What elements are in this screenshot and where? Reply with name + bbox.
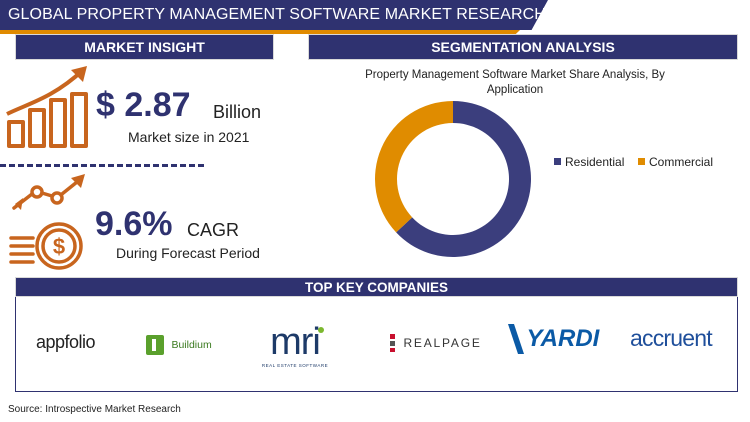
market-insight-heading: MARKET INSIGHT xyxy=(15,34,274,60)
insight-divider xyxy=(0,164,204,167)
buildium-mark-icon xyxy=(146,335,164,355)
top-companies-heading: TOP KEY COMPANIES xyxy=(15,277,738,297)
companies-panel xyxy=(15,297,738,392)
logo-buildium-text: Buildium xyxy=(171,339,212,351)
legend-label-residential: Residential xyxy=(565,155,625,169)
page-title: GLOBAL PROPERTY MANAGEMENT SOFTWARE MARK… xyxy=(8,6,618,23)
yardi-mark-icon xyxy=(508,324,524,354)
segmentation-heading: SEGMENTATION ANALYSIS xyxy=(308,34,738,60)
logo-appfolio-text: appfolio xyxy=(36,332,96,352)
cagr-value: 9.6% xyxy=(95,205,173,243)
cagr-unit: CAGR xyxy=(187,220,240,240)
legend-swatch-commercial xyxy=(638,158,645,165)
donut-slice-commercial xyxy=(375,101,453,233)
market-size-unit: Billion xyxy=(213,102,262,122)
source-note: Source: Introspective Market Research xyxy=(8,404,181,415)
market-size-caption: Market size in 2021 xyxy=(128,129,250,145)
chart-title-line-1: Property Management Software Market Shar… xyxy=(365,69,665,81)
logo-appfolio: appfolio xyxy=(36,332,96,353)
donut-chart xyxy=(375,101,531,257)
svg-text:$: $ xyxy=(53,234,65,259)
legend-item-commercial: Commercial xyxy=(638,155,713,169)
logo-mri: mri REAL ESTATE SOFTWARE xyxy=(257,323,333,368)
logo-realpage-text: REALPAGE xyxy=(403,336,482,350)
logo-accruent: accruent xyxy=(630,325,713,352)
legend-item-residential: Residential xyxy=(554,155,624,169)
header-bar xyxy=(0,0,548,30)
chart-title-line-2: Application xyxy=(486,84,544,96)
logo-buildium: Buildium xyxy=(146,335,212,355)
logo-yardi-text: YARDI xyxy=(526,325,600,352)
logo-yardi: YARDI xyxy=(508,324,599,354)
legend-label-commercial: Commercial xyxy=(649,155,714,169)
header-accent-line xyxy=(0,30,520,34)
realpage-mark-icon xyxy=(390,334,397,352)
coins-growth-icon: $ xyxy=(9,174,85,270)
chart-title: Property Management Software Market Shar… xyxy=(340,68,690,98)
legend-swatch-residential xyxy=(554,158,561,165)
logo-accruent-text: accruent xyxy=(630,325,713,351)
bar-chart-growth-icon xyxy=(6,66,88,148)
mri-accent-icon xyxy=(318,327,324,333)
cagr-caption: During Forecast Period xyxy=(116,245,260,261)
logo-mri-text: mri xyxy=(270,321,321,363)
logo-mri-tagline: REAL ESTATE SOFTWARE xyxy=(261,363,329,368)
donut-slice-residential xyxy=(396,101,531,257)
logo-realpage: REALPAGE xyxy=(390,334,482,352)
market-size-value: $ 2.87 xyxy=(96,86,191,124)
